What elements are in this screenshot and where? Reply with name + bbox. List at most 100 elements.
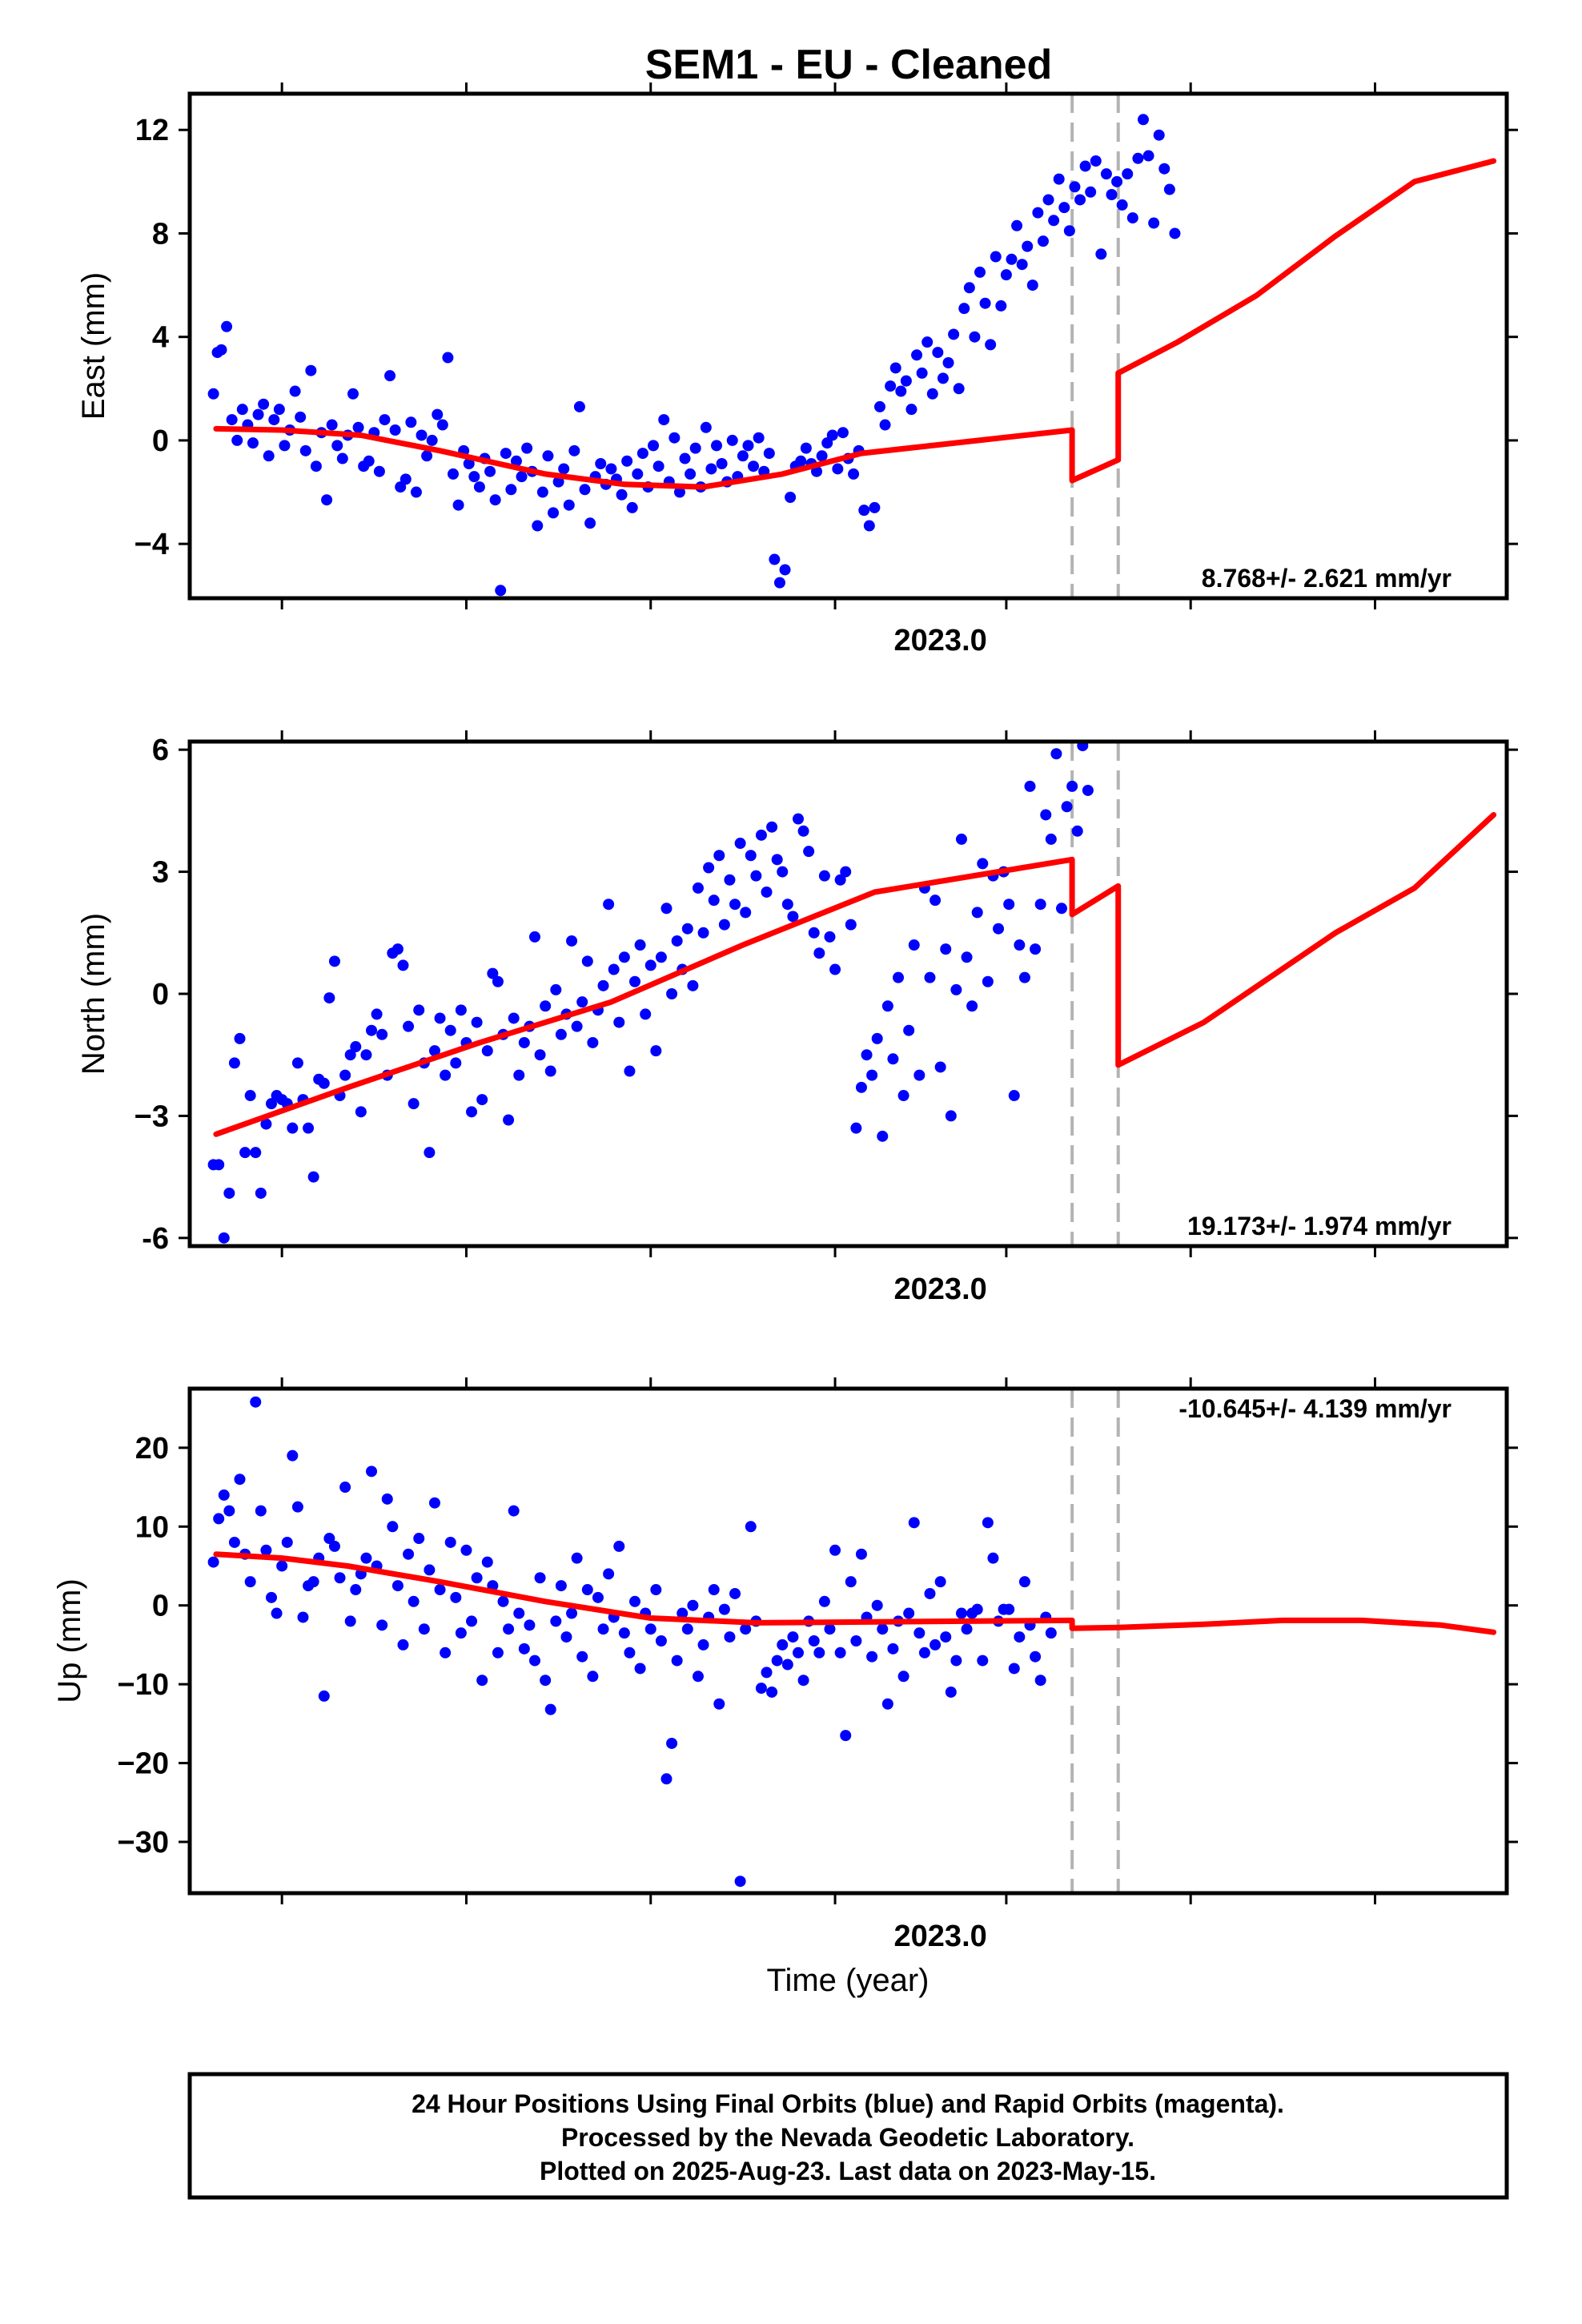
east-data-point xyxy=(452,499,464,511)
north-data-point xyxy=(291,1057,303,1069)
north-data-point xyxy=(350,1041,362,1053)
up-data-point xyxy=(681,1623,693,1635)
north-data-point xyxy=(576,996,588,1008)
north-data-point xyxy=(718,919,730,931)
up-data-point xyxy=(850,1635,862,1647)
north-data-point xyxy=(850,1122,862,1134)
east-data-point xyxy=(1142,150,1154,162)
up-data-point xyxy=(587,1671,599,1683)
east-data-point xyxy=(548,507,560,519)
up-data-point xyxy=(1018,1576,1030,1588)
up-data-point xyxy=(503,1623,515,1635)
east-data-point xyxy=(889,362,901,374)
north-data-point xyxy=(328,955,340,967)
footer-line-1: 24 Hour Positions Using Final Orbits (bl… xyxy=(412,2089,1284,2118)
up-ytick-label: 0 xyxy=(152,1590,169,1623)
east-data-point xyxy=(432,408,444,420)
up-data-point xyxy=(834,1647,846,1659)
east-data-point xyxy=(542,450,554,462)
east-ytick-label: −4 xyxy=(135,528,169,561)
up-data-point xyxy=(734,1876,746,1888)
north-data-point xyxy=(613,1016,625,1028)
east-data-point xyxy=(1090,155,1102,167)
north-data-point xyxy=(260,1118,272,1130)
north-data-point xyxy=(887,1053,899,1065)
north-data-point xyxy=(1003,899,1015,911)
north-data-point xyxy=(1040,809,1052,821)
up-data-point xyxy=(497,1595,509,1607)
east-data-point xyxy=(468,471,480,483)
north-data-point xyxy=(808,927,820,939)
up-data-point xyxy=(987,1552,999,1564)
east-data-point xyxy=(532,520,544,532)
north-data-point xyxy=(640,1008,652,1020)
up-data-point xyxy=(740,1623,752,1635)
up-data-point xyxy=(323,1533,335,1545)
up-data-point xyxy=(845,1576,857,1588)
north-data-point xyxy=(476,1094,488,1106)
east-ytick-label: 4 xyxy=(152,321,169,355)
east-data-point xyxy=(742,440,754,452)
up-data-point xyxy=(708,1584,720,1596)
up-data-point xyxy=(897,1671,909,1683)
east-data-point xyxy=(1132,152,1144,164)
up-data-point xyxy=(466,1615,478,1627)
east-data-point xyxy=(711,440,722,452)
east-data-point xyxy=(558,463,570,475)
up-data-point xyxy=(528,1655,540,1667)
east-data-point xyxy=(921,336,934,348)
north-data-point xyxy=(555,1028,567,1040)
x-axis-title: Time (year) xyxy=(767,1963,930,1998)
north-data-point xyxy=(977,858,989,870)
east-data-point xyxy=(552,476,564,488)
north-data-point xyxy=(413,1004,425,1016)
north-data-point xyxy=(487,967,499,979)
east-data-point xyxy=(495,585,507,597)
east-data-point xyxy=(516,471,528,483)
east-data-point xyxy=(207,388,219,400)
north-data-point xyxy=(629,975,641,987)
up-data-point xyxy=(540,1675,552,1687)
up-data-point xyxy=(650,1584,662,1596)
north-data-point xyxy=(993,923,1005,935)
east-data-point xyxy=(1085,186,1097,198)
up-data-point xyxy=(440,1647,452,1659)
up-data-point xyxy=(413,1533,425,1545)
north-data-point xyxy=(818,870,830,882)
east-data-point xyxy=(573,400,585,412)
up-data-point xyxy=(434,1584,446,1596)
up-data-point xyxy=(524,1619,536,1631)
east-data-point xyxy=(1022,240,1034,252)
north-data-point xyxy=(761,886,773,898)
east-data-point xyxy=(948,328,960,340)
north-data-point xyxy=(234,1032,246,1044)
north-xtick-label: 2023.0 xyxy=(894,1273,987,1306)
east-data-point xyxy=(885,380,897,392)
east-axis-label: East (mm) xyxy=(76,272,111,420)
north-data-point xyxy=(893,971,905,983)
up-data-point xyxy=(481,1556,493,1568)
east-data-point xyxy=(1074,194,1086,206)
up-data-point xyxy=(655,1635,667,1647)
north-data-point xyxy=(940,943,952,955)
east-data-point xyxy=(942,357,954,368)
east-rate-label: 8.768+/- 2.621 mm/yr xyxy=(1202,564,1452,593)
east-data-point xyxy=(310,460,322,472)
up-data-point xyxy=(518,1642,530,1655)
up-data-point xyxy=(877,1623,889,1635)
east-data-point xyxy=(795,455,807,467)
east-data-point xyxy=(636,448,648,460)
north-data-point xyxy=(897,1090,909,1102)
north-data-point xyxy=(930,895,942,907)
east-data-point xyxy=(299,444,311,456)
up-data-point xyxy=(766,1686,778,1698)
east-data-point xyxy=(858,505,870,517)
north-data-point xyxy=(924,971,936,983)
east-data-point xyxy=(895,385,907,397)
east-data-point xyxy=(321,494,333,506)
up-data-point xyxy=(555,1580,567,1592)
east-data-point xyxy=(252,408,264,420)
east-data-point xyxy=(1011,219,1023,231)
north-data-point xyxy=(666,988,678,999)
east-data-point xyxy=(421,450,433,462)
